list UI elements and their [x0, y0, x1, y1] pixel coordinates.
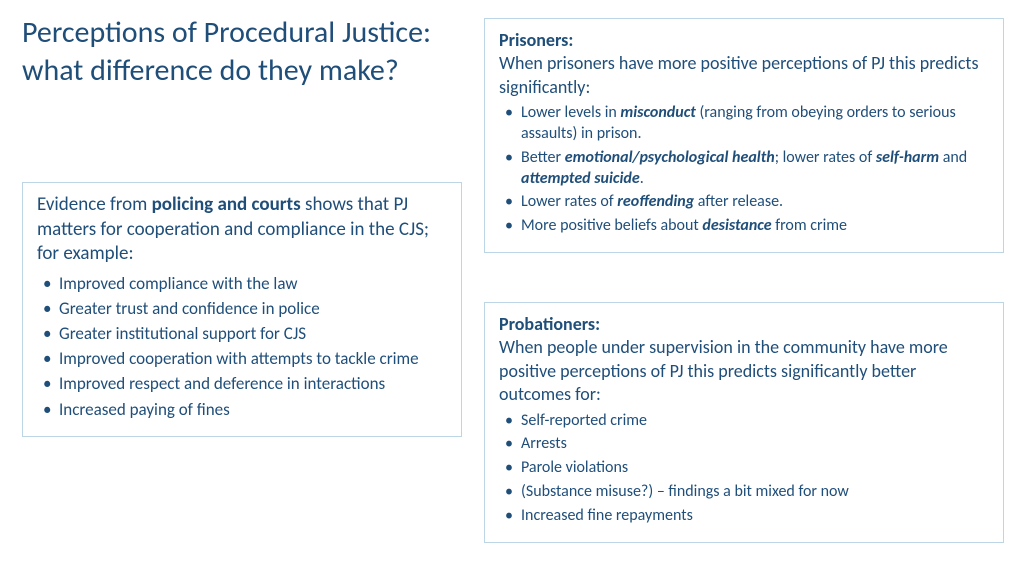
emphasis: emotional/psychological health — [565, 148, 775, 167]
text: Better — [521, 148, 565, 167]
list-item: Improved respect and deference in intera… — [37, 373, 447, 395]
evidence-box: Evidence from policing and courts shows … — [22, 182, 462, 437]
probationers-box: Probationers: When people under supervis… — [484, 302, 1004, 543]
text: ; lower rates of — [775, 148, 876, 167]
text: More positive beliefs about — [521, 216, 702, 235]
probationers-heading: Probationers: — [499, 313, 600, 335]
list-item: Lower rates of reoffending after release… — [499, 192, 989, 213]
text: Lower rates of — [521, 192, 617, 211]
emphasis: reoffending — [617, 192, 694, 211]
slide-title: Perceptions of Procedural Justice: what … — [22, 14, 442, 89]
emphasis: misconduct — [620, 103, 695, 122]
list-item: More positive beliefs about desistance f… — [499, 216, 989, 237]
list-item: Arrests — [499, 434, 989, 455]
list-item: Improved cooperation with attempts to ta… — [37, 348, 447, 370]
evidence-lead-bold: policing and courts — [152, 193, 301, 216]
list-item: Increased paying of fines — [37, 399, 447, 421]
probationers-lead: Probationers: When people under supervis… — [499, 313, 989, 407]
list-item: Parole violations — [499, 458, 989, 479]
prisoners-box: Prisoners: When prisoners have more posi… — [484, 18, 1004, 253]
probationers-bullets: Self-reported crime Arrests Parole viola… — [499, 411, 989, 527]
list-item: Self-reported crime — [499, 411, 989, 432]
list-item: Lower levels in misconduct (ranging from… — [499, 103, 989, 145]
evidence-lead: Evidence from policing and courts shows … — [37, 193, 447, 267]
evidence-lead-pre: Evidence from — [37, 193, 152, 216]
list-item: Improved compliance with the law — [37, 273, 447, 295]
list-item: (Substance misuse?) – findings a bit mix… — [499, 482, 989, 503]
probationers-lead-text: When people under supervision in the com… — [499, 336, 948, 405]
prisoners-lead: Prisoners: When prisoners have more posi… — [499, 29, 989, 99]
text: and — [939, 148, 967, 167]
list-item: Greater institutional support for CJS — [37, 323, 447, 345]
prisoners-lead-text: When prisoners have more positive percep… — [499, 52, 979, 97]
text: after release. — [694, 192, 783, 211]
list-item: Greater trust and confidence in police — [37, 298, 447, 320]
prisoners-bullets: Lower levels in misconduct (ranging from… — [499, 103, 989, 237]
list-item: Better emotional/psychological health; l… — [499, 148, 989, 190]
emphasis: attempted suicide — [521, 169, 640, 188]
list-item: Increased fine repayments — [499, 506, 989, 527]
text: . — [640, 169, 644, 188]
emphasis: self-harm — [876, 148, 939, 167]
text: from crime — [772, 216, 847, 235]
text: Lower levels in — [521, 103, 620, 122]
evidence-bullets: Improved compliance with the law Greater… — [37, 273, 447, 421]
prisoners-heading: Prisoners: — [499, 29, 573, 51]
emphasis: desistance — [702, 216, 771, 235]
